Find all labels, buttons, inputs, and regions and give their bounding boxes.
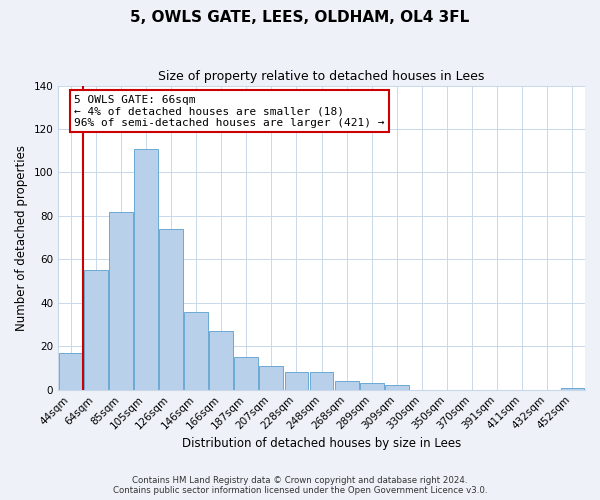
Text: 5 OWLS GATE: 66sqm
← 4% of detached houses are smaller (18)
96% of semi-detached: 5 OWLS GATE: 66sqm ← 4% of detached hous… — [74, 94, 385, 128]
Bar — [284, 372, 308, 390]
Text: Contains HM Land Registry data © Crown copyright and database right 2024.
Contai: Contains HM Land Registry data © Crown c… — [113, 476, 487, 495]
Bar — [59, 353, 83, 390]
Bar — [385, 386, 409, 390]
Y-axis label: Number of detached properties: Number of detached properties — [15, 144, 28, 330]
Bar — [84, 270, 108, 390]
Bar — [134, 148, 158, 390]
Bar — [360, 383, 383, 390]
Bar — [235, 357, 258, 390]
Bar — [335, 381, 359, 390]
Bar — [184, 312, 208, 390]
Bar — [109, 212, 133, 390]
Title: Size of property relative to detached houses in Lees: Size of property relative to detached ho… — [158, 70, 485, 83]
Bar — [159, 229, 183, 390]
X-axis label: Distribution of detached houses by size in Lees: Distribution of detached houses by size … — [182, 437, 461, 450]
Bar — [560, 388, 584, 390]
Bar — [310, 372, 334, 390]
Bar — [209, 331, 233, 390]
Bar — [259, 366, 283, 390]
Text: 5, OWLS GATE, LEES, OLDHAM, OL4 3FL: 5, OWLS GATE, LEES, OLDHAM, OL4 3FL — [130, 10, 470, 25]
